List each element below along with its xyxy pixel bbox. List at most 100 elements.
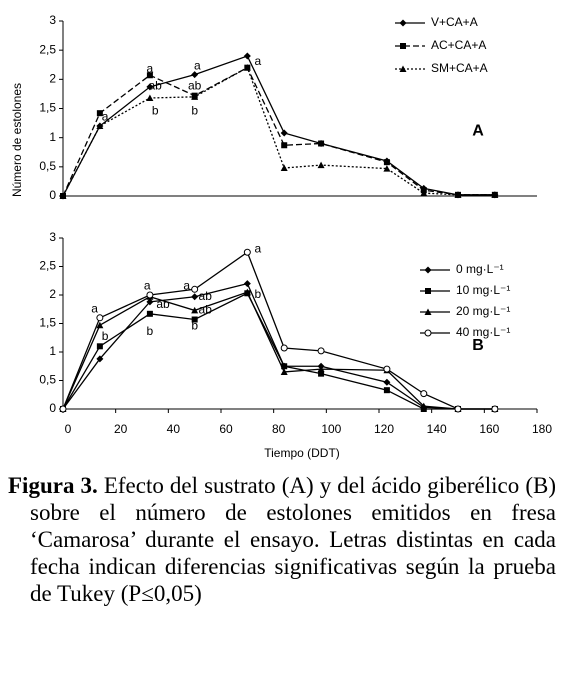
marker — [383, 165, 391, 172]
annotation: ab — [199, 303, 213, 317]
x-tick-label: 120 — [374, 422, 394, 436]
x-tick-label: 180 — [532, 422, 552, 436]
marker — [191, 293, 199, 301]
marker — [243, 52, 251, 60]
panel-label: B — [472, 337, 484, 354]
marker — [383, 378, 391, 386]
annotation: b — [147, 324, 154, 338]
x-tick-label: 100 — [321, 422, 341, 436]
marker — [96, 321, 104, 329]
marker — [280, 344, 288, 352]
legend-label: 20 mg·L⁻¹ — [456, 304, 510, 318]
caption: Figura 3. Efecto del sustrato (A) y del … — [8, 472, 556, 607]
marker — [243, 248, 251, 256]
x-tick-label: 80 — [272, 422, 286, 436]
y-tick-label: 0 — [49, 188, 56, 202]
y-tick-label: 0 — [49, 401, 56, 415]
y-tick-label: 1 — [49, 344, 56, 358]
annotation: a — [147, 62, 154, 76]
legend-marker — [400, 43, 406, 49]
marker — [96, 355, 104, 363]
marker — [420, 189, 428, 197]
marker — [191, 285, 199, 293]
annotation: a — [183, 279, 190, 293]
marker — [146, 310, 153, 317]
x-tick-label: 40 — [167, 422, 181, 436]
figure: 00,511,522,53 V+CA+AAC+CA+ASM+CA+Aaaabbaa… — [10, 13, 552, 460]
series-line — [62, 66, 495, 197]
annotation: ab — [156, 297, 170, 311]
annotation: ab — [199, 289, 213, 303]
annotation: b — [255, 287, 262, 301]
marker — [96, 343, 103, 350]
legend-label: 40 mg·L⁻¹ — [456, 325, 510, 339]
marker — [191, 71, 199, 79]
x-tick-label: 140 — [427, 422, 447, 436]
marker — [96, 122, 104, 129]
marker — [420, 390, 428, 398]
panel-label: A — [472, 122, 484, 139]
annotation: a — [255, 54, 262, 68]
annotation: a — [102, 109, 109, 123]
y-tick-label: 1 — [49, 130, 56, 144]
legend-label: 0 mg·L⁻¹ — [456, 262, 504, 276]
annotation: a — [91, 301, 98, 315]
marker — [146, 298, 154, 306]
y-axis-label: Número de estolones — [10, 83, 24, 197]
legend-marker — [424, 329, 432, 337]
marker — [96, 314, 104, 322]
y-tick-label: 1,5 — [39, 101, 56, 115]
legend-marker — [424, 266, 432, 274]
legend-marker — [424, 308, 432, 315]
x-tick-label: 160 — [479, 422, 499, 436]
y-tick-label: 2 — [49, 287, 56, 301]
legend-label: 10 mg·L⁻¹ — [456, 283, 510, 297]
marker — [191, 306, 199, 314]
annotation: b — [152, 104, 159, 118]
marker — [281, 363, 288, 370]
marker — [454, 191, 462, 198]
annotation: b — [191, 104, 198, 118]
caption-label: Figura 3. — [8, 473, 98, 498]
y-tick-label: 2,5 — [39, 259, 56, 273]
y-tick-label: 2,5 — [39, 42, 56, 56]
marker — [280, 164, 288, 171]
series-line — [62, 292, 495, 410]
marker — [146, 83, 154, 91]
y-tick-label: 0,5 — [39, 373, 56, 387]
y-tick-label: 2 — [49, 72, 56, 86]
marker — [243, 280, 251, 288]
x-tick-label: 20 — [114, 422, 128, 436]
marker — [491, 191, 499, 198]
y-tick-label: 3 — [49, 230, 56, 244]
marker — [59, 405, 67, 413]
series-line — [62, 291, 495, 410]
marker — [191, 316, 198, 323]
annotation: b — [102, 329, 109, 343]
legend-marker — [399, 65, 407, 72]
caption-text: Efecto del sustrato (A) y del ácido gibe… — [30, 473, 556, 606]
y-tick-label: 0,5 — [39, 159, 56, 173]
marker — [318, 370, 325, 377]
marker — [383, 365, 391, 373]
legend-marker — [425, 288, 431, 294]
legend-label: SM+CA+A — [431, 61, 488, 75]
y-tick-label: 3 — [49, 13, 56, 27]
marker — [281, 142, 288, 149]
marker — [454, 405, 462, 413]
x-axis-label: Tiempo (DDT) — [264, 446, 340, 460]
marker — [280, 129, 288, 137]
marker — [59, 192, 67, 199]
legend-marker — [399, 19, 407, 27]
marker — [243, 288, 251, 296]
x-tick-label: 0 — [65, 422, 72, 436]
marker — [96, 110, 103, 117]
marker — [146, 72, 153, 79]
legend-label: AC+CA+A — [431, 38, 486, 52]
annotation: a — [144, 279, 151, 293]
marker — [146, 291, 154, 299]
y-tick-label: 1,5 — [39, 316, 56, 330]
marker — [318, 140, 325, 147]
annotation: b — [191, 319, 198, 333]
